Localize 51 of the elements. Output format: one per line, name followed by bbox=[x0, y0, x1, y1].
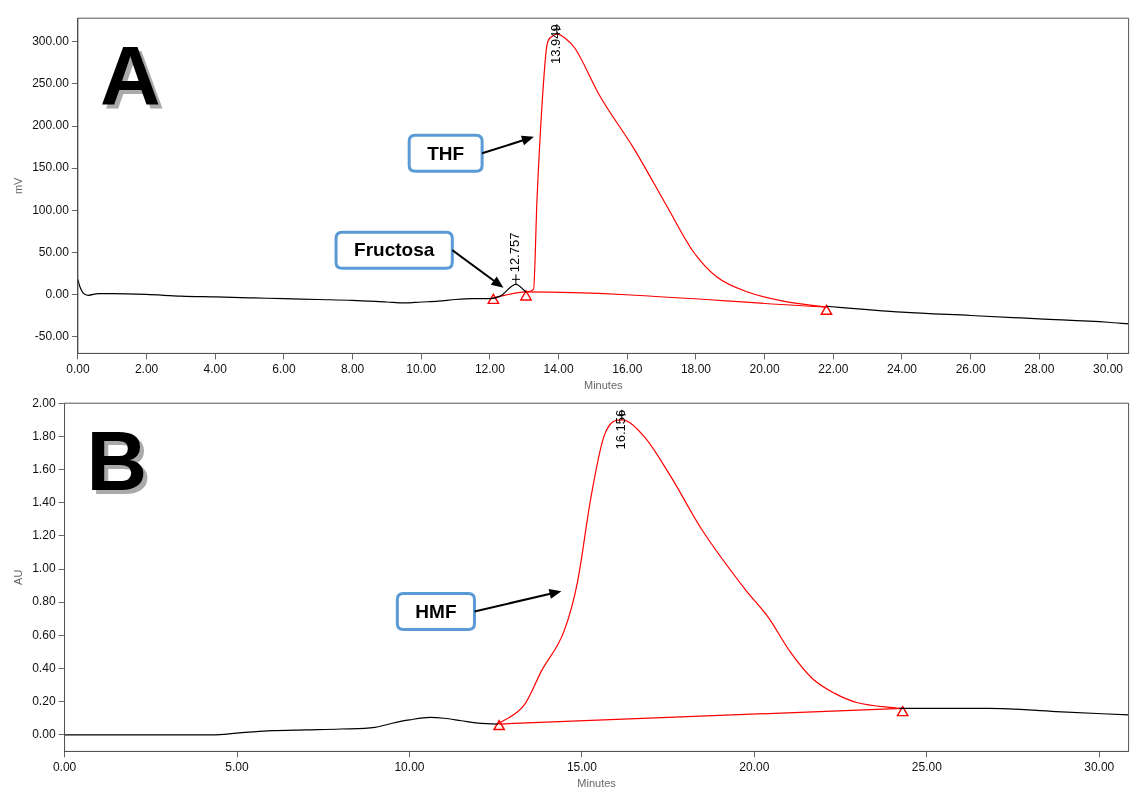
x-tick-label: 28.00 bbox=[1024, 361, 1055, 376]
x-tick-label: 10.00 bbox=[394, 759, 425, 774]
x-axis-title: Minutes bbox=[583, 379, 623, 392]
x-tick-label: 8.00 bbox=[340, 361, 365, 376]
x-axis-title: Minutes bbox=[577, 777, 617, 790]
annotation: Fructosa bbox=[354, 239, 435, 261]
y-tick-label: 1.80 bbox=[32, 428, 56, 443]
y-axis-title: AU bbox=[11, 569, 24, 585]
x-tick-label: 14.00 bbox=[543, 361, 574, 376]
x-tick-label: 30.00 bbox=[1084, 759, 1115, 774]
y-tick-label: 50.00 bbox=[38, 244, 70, 259]
y-tick-label: 200.00 bbox=[32, 118, 70, 133]
annotation: 16.156 bbox=[612, 409, 628, 450]
x-tick-label: 20.00 bbox=[749, 361, 780, 376]
y-tick-label: -50.00 bbox=[34, 328, 70, 343]
y-tick-label: 100.00 bbox=[32, 202, 70, 217]
y-tick-label: 0.40 bbox=[32, 660, 56, 675]
x-tick-label: 24.00 bbox=[886, 361, 918, 376]
y-tick-label: 1.00 bbox=[32, 561, 56, 576]
x-tick-label: 0.00 bbox=[66, 361, 90, 376]
y-tick-label: 0.60 bbox=[32, 627, 56, 642]
y-tick-label: 1.20 bbox=[32, 528, 56, 543]
y-tick-label: 0.80 bbox=[32, 594, 56, 609]
annotation: 13.949 bbox=[547, 24, 563, 64]
x-tick-label: 25.00 bbox=[911, 759, 943, 774]
x-tick-label: 10.00 bbox=[406, 361, 437, 376]
x-tick-label: 5.00 bbox=[225, 759, 250, 774]
y-tick-label: 0.00 bbox=[45, 286, 70, 301]
y-tick-label: 0.00 bbox=[32, 727, 56, 742]
y-tick-label: 2.00 bbox=[32, 395, 56, 410]
x-tick-label: 16.00 bbox=[612, 361, 643, 376]
annotation: THF bbox=[427, 142, 465, 164]
x-tick-label: 30.00 bbox=[1092, 361, 1124, 376]
y-tick-label: 1.40 bbox=[32, 495, 56, 509]
y-tick-label: 250.00 bbox=[32, 76, 70, 91]
x-tick-label: 20.00 bbox=[739, 759, 770, 774]
x-tick-label: 6.00 bbox=[272, 361, 296, 376]
x-tick-label: 4.00 bbox=[203, 361, 228, 376]
x-tick-label: 22.00 bbox=[818, 361, 849, 376]
x-tick-label: 18.00 bbox=[680, 361, 712, 376]
y-tick-label: 0.20 bbox=[32, 693, 56, 708]
x-tick-label: 2.00 bbox=[134, 361, 159, 376]
annotation: HMF bbox=[415, 600, 457, 622]
x-tick-label: 26.00 bbox=[955, 361, 986, 376]
y-axis-title: mV bbox=[11, 176, 24, 195]
y-tick-label: 300.00 bbox=[32, 34, 70, 49]
y-tick-label: 1.60 bbox=[32, 461, 56, 476]
x-tick-label: 15.00 bbox=[566, 759, 598, 774]
x-tick-label: 12.00 bbox=[474, 361, 506, 376]
y-tick-label: 150.00 bbox=[32, 160, 70, 175]
annotation: 12.757 bbox=[507, 232, 523, 273]
